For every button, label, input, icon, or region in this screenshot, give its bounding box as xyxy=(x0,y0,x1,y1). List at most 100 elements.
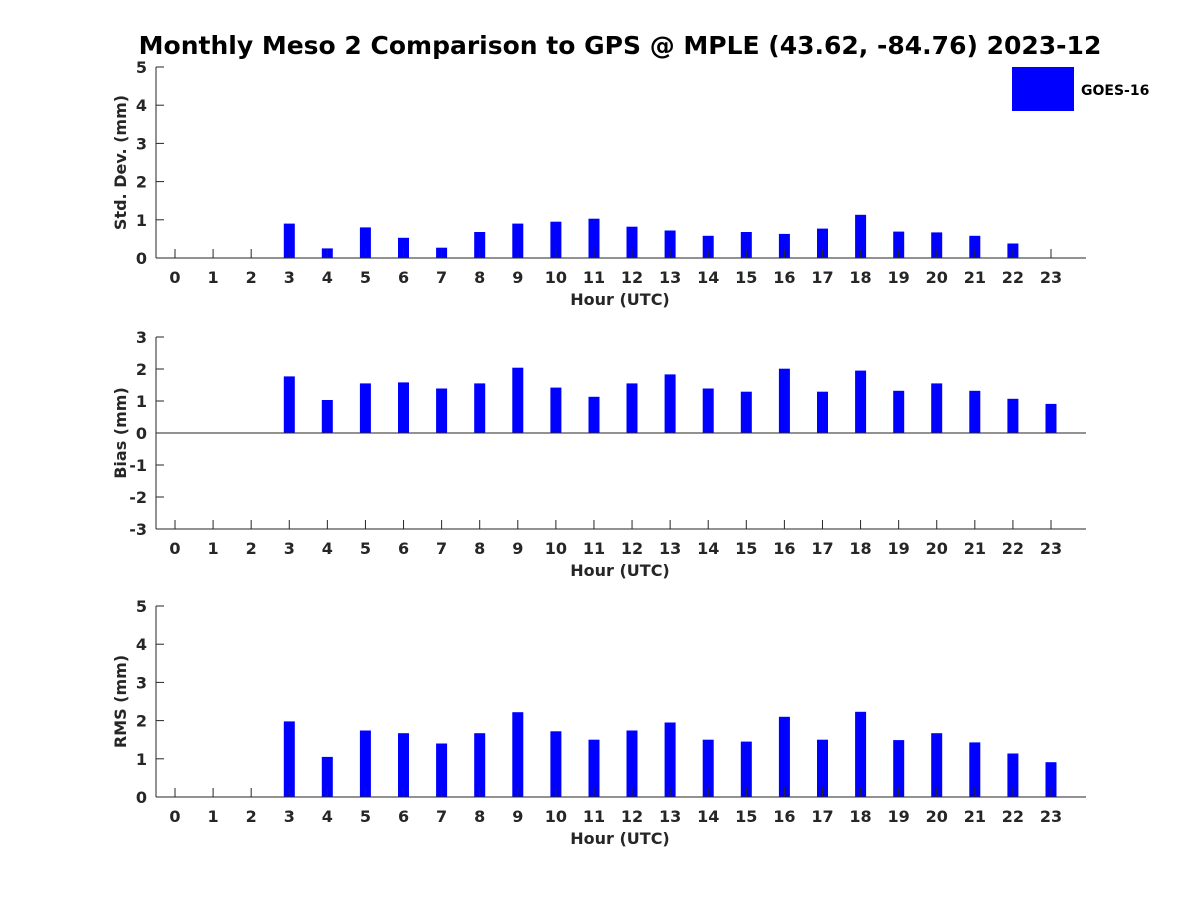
x-tick-label: 12 xyxy=(621,807,643,826)
bar xyxy=(588,396,600,433)
x-axis-label: Hour (UTC) xyxy=(570,829,670,848)
bar xyxy=(931,232,943,258)
bar xyxy=(893,231,905,258)
y-tick-label: 4 xyxy=(136,96,147,115)
bar xyxy=(778,233,790,258)
x-tick-label: 15 xyxy=(735,539,757,558)
bar xyxy=(474,733,486,797)
legend-label: GOES-16 xyxy=(1081,83,1149,99)
x-tick-label: 22 xyxy=(1002,807,1024,826)
x-tick-label: 3 xyxy=(284,268,295,287)
x-tick-label: 23 xyxy=(1040,539,1062,558)
y-tick-label: 5 xyxy=(136,597,147,616)
x-tick-label: 5 xyxy=(360,807,371,826)
bar xyxy=(550,221,562,258)
x-tick-label: 15 xyxy=(735,268,757,287)
bar xyxy=(283,223,295,258)
bar xyxy=(817,228,828,258)
y-tick-label: 0 xyxy=(136,788,147,807)
bar xyxy=(283,376,295,433)
x-tick-label: 0 xyxy=(169,539,180,558)
x-tick-label: 10 xyxy=(545,807,567,826)
x-tick-label: 11 xyxy=(583,539,605,558)
bar xyxy=(931,733,943,797)
bar xyxy=(1007,398,1019,433)
x-tick-label: 17 xyxy=(811,539,833,558)
x-tick-label: 19 xyxy=(888,807,910,826)
x-tick-label: 4 xyxy=(322,807,333,826)
x-tick-label: 3 xyxy=(284,807,295,826)
bar xyxy=(702,388,714,433)
x-tick-label: 19 xyxy=(888,268,910,287)
x-tick-label: 16 xyxy=(773,807,795,826)
bar xyxy=(588,739,600,797)
x-tick-label: 6 xyxy=(398,807,409,826)
x-tick-label: 1 xyxy=(208,807,219,826)
bar xyxy=(664,722,676,797)
bar xyxy=(778,368,790,433)
bar xyxy=(474,232,486,258)
x-tick-label: 12 xyxy=(621,268,643,287)
bar xyxy=(969,742,981,797)
y-axis-label: Bias (mm) xyxy=(111,387,130,479)
x-tick-label: 5 xyxy=(360,268,371,287)
bar xyxy=(359,227,371,258)
y-tick-label: -3 xyxy=(129,520,147,539)
x-tick-label: 10 xyxy=(545,539,567,558)
bar xyxy=(512,223,524,258)
y-tick-label: 5 xyxy=(136,58,147,77)
x-tick-label: 4 xyxy=(322,268,333,287)
x-tick-label: 3 xyxy=(284,539,295,558)
bar xyxy=(588,218,600,258)
y-tick-label: 3 xyxy=(136,328,147,347)
bar xyxy=(550,731,562,797)
bar xyxy=(740,232,752,258)
x-tick-label: 20 xyxy=(926,268,948,287)
x-tick-label: 7 xyxy=(436,539,447,558)
y-tick-label: 4 xyxy=(136,635,147,654)
x-tick-label: 6 xyxy=(398,268,409,287)
bar xyxy=(855,214,867,258)
x-tick-label: 15 xyxy=(735,807,757,826)
legend-swatch xyxy=(1012,67,1074,111)
x-tick-label: 21 xyxy=(964,807,986,826)
bar xyxy=(1045,403,1057,433)
bar xyxy=(436,743,448,797)
bar xyxy=(893,740,905,797)
bar xyxy=(855,711,867,797)
y-tick-label: 0 xyxy=(136,424,147,443)
bar xyxy=(664,230,676,258)
x-tick-label: 8 xyxy=(474,268,485,287)
bar xyxy=(626,383,638,433)
bar xyxy=(512,712,524,797)
bar xyxy=(474,383,486,433)
legend: GOES-16 xyxy=(1012,67,1149,111)
x-tick-label: 10 xyxy=(545,268,567,287)
x-tick-label: 9 xyxy=(512,807,523,826)
bar xyxy=(359,730,371,797)
x-tick-label: 22 xyxy=(1002,268,1024,287)
y-tick-label: 2 xyxy=(136,712,147,731)
y-tick-label: 2 xyxy=(136,173,147,192)
x-tick-label: 16 xyxy=(773,268,795,287)
x-tick-label: 11 xyxy=(583,268,605,287)
bar xyxy=(283,721,295,797)
bar xyxy=(359,383,371,433)
x-tick-label: 6 xyxy=(398,539,409,558)
x-tick-label: 22 xyxy=(1002,539,1024,558)
bar xyxy=(1007,753,1019,797)
x-tick-label: 14 xyxy=(697,807,719,826)
bar xyxy=(817,739,828,797)
x-axis-label: Hour (UTC) xyxy=(570,290,670,309)
bar xyxy=(664,374,676,433)
x-tick-label: 2 xyxy=(246,268,257,287)
bar xyxy=(969,390,981,433)
x-tick-label: 11 xyxy=(583,807,605,826)
x-tick-label: 16 xyxy=(773,539,795,558)
x-tick-label: 13 xyxy=(659,268,681,287)
bar xyxy=(817,391,828,433)
x-tick-label: 9 xyxy=(512,539,523,558)
figure-title: Monthly Meso 2 Comparison to GPS @ MPLE … xyxy=(139,31,1102,60)
bar xyxy=(702,235,714,258)
